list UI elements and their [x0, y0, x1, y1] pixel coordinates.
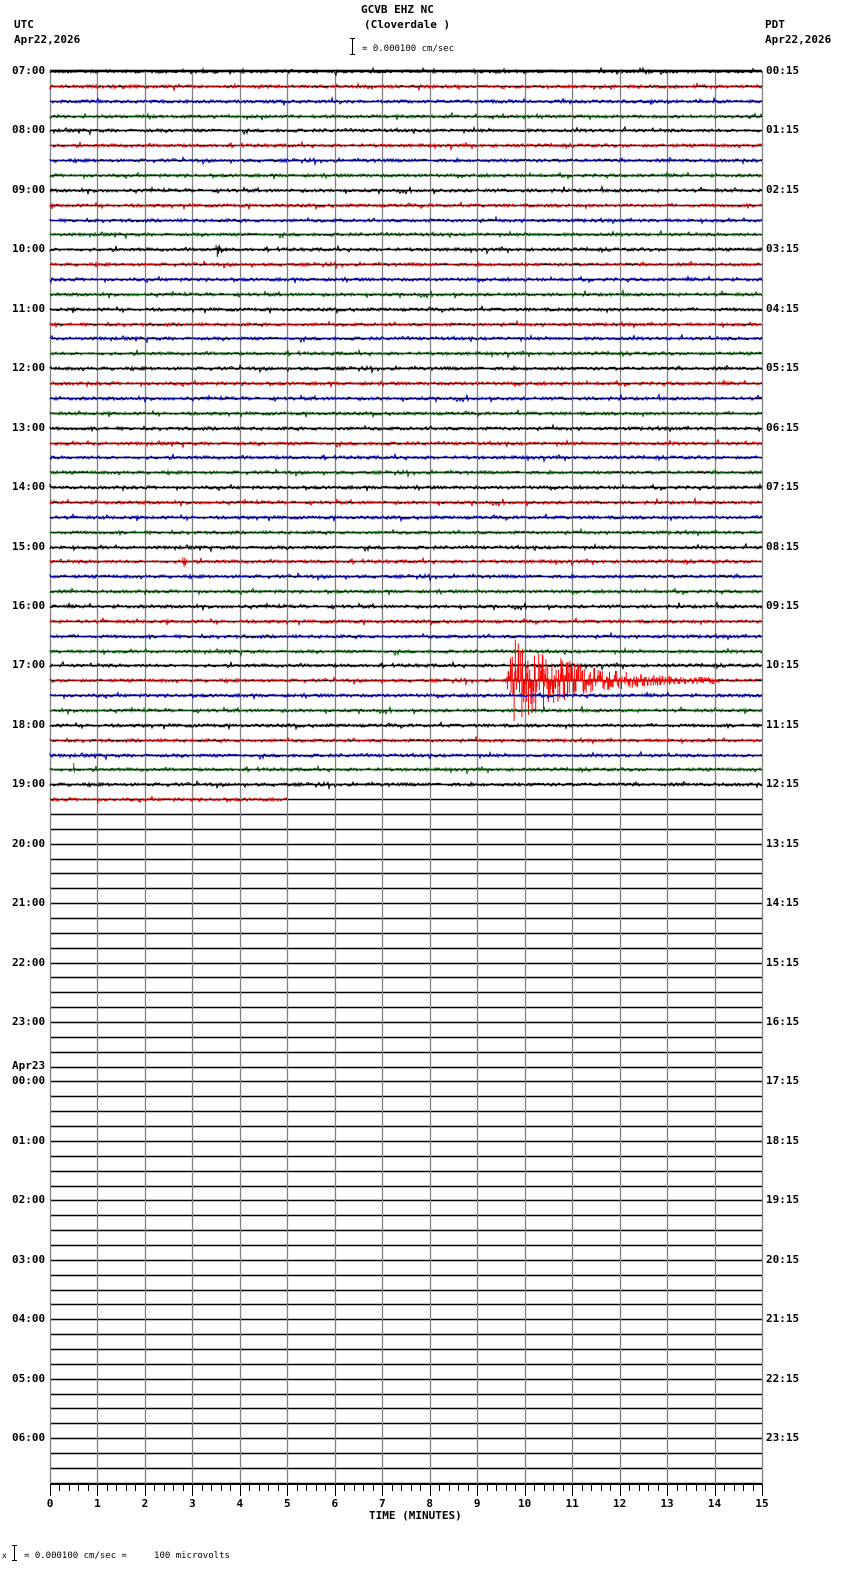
x-tick-label: 1: [94, 1497, 101, 1510]
left-time-label: 11:00: [12, 301, 46, 315]
left-time-label: 18:00: [12, 717, 46, 731]
x-tick-label: 8: [426, 1497, 434, 1510]
x-tick-label: 12: [612, 1497, 627, 1510]
right-time-label: 18:15: [766, 1133, 800, 1147]
right-time-label: 06:15: [766, 420, 800, 434]
right-time-label: 08:15: [766, 539, 800, 553]
right-time-label: 01:15: [766, 123, 800, 137]
left-time-label: 02:00: [12, 1193, 46, 1207]
left-time-label: 04:00: [12, 1312, 46, 1326]
left-time-label: 13:00: [12, 420, 46, 434]
left-time-label: 19:00: [12, 777, 46, 791]
station-location: (Cloverdale ): [364, 18, 451, 31]
left-date-label: Apr23: [12, 1059, 46, 1073]
left-time-label: 16:00: [12, 598, 46, 612]
x-tick-label: 14: [707, 1497, 722, 1510]
x-tick-label: 9: [473, 1497, 481, 1510]
x-axis-label: TIME (MINUTES): [369, 1509, 462, 1522]
right-time-label: 22:15: [766, 1371, 800, 1385]
x-tick-label: 5: [284, 1497, 291, 1510]
scale-text: = 0.000100 cm/sec: [362, 44, 455, 54]
left-time-label: 03:00: [12, 1252, 46, 1266]
right-time-label: 23:15: [766, 1431, 800, 1445]
right-time-label: 05:15: [766, 361, 800, 375]
left-time-label: 08:00: [12, 123, 46, 137]
footer-prefix: x: [2, 1551, 7, 1560]
right-time-label: 19:15: [766, 1193, 800, 1207]
left-time-label: 00:00: [12, 1074, 46, 1088]
footer-scale-bar-icon: [12, 1545, 17, 1561]
left-time-label: 17:00: [12, 658, 46, 672]
scale-bar-icon: [350, 38, 355, 55]
left-time-label: 10:00: [12, 242, 46, 256]
left-time-label: 22:00: [12, 955, 46, 969]
x-tick-label: 11: [565, 1497, 579, 1510]
left-time-label: 21:00: [12, 896, 46, 910]
right-time-label: 16:15: [766, 1015, 800, 1029]
right-time-label: 15:15: [766, 955, 800, 969]
right-time-label: 11:15: [766, 717, 800, 731]
x-tick-label: 6: [331, 1497, 339, 1510]
right-time-label: 10:15: [766, 658, 800, 672]
left-time-label: 23:00: [12, 1015, 46, 1029]
left-time-label: 05:00: [12, 1371, 46, 1385]
left-time-label: 09:00: [12, 182, 46, 196]
x-tick-label: 15: [755, 1497, 769, 1510]
right-time-label: 00:15: [766, 64, 800, 77]
left-time-label: 14:00: [12, 480, 46, 494]
x-tick-label: 10: [518, 1497, 532, 1510]
right-time-label: 03:15: [766, 242, 800, 256]
left-time-label: 06:00: [12, 1431, 46, 1445]
x-tick-label: 7: [378, 1497, 386, 1510]
x-tick-label: 13: [660, 1497, 674, 1510]
left-date: Apr22,2026: [14, 33, 81, 46]
left-time-label: 01:00: [12, 1133, 46, 1147]
right-time-label: 04:15: [766, 301, 800, 315]
right-time-label: 07:15: [766, 480, 800, 494]
left-time-label: 12:00: [12, 361, 46, 375]
right-time-label: 17:15: [766, 1074, 800, 1088]
x-tick-label: 4: [236, 1497, 244, 1510]
right-time-label: 20:15: [766, 1252, 800, 1266]
left-time-label: 07:00: [12, 64, 46, 77]
footer-scale-note: = 0.000100 cm/sec = 100 microvolts: [24, 1551, 230, 1561]
right-time-label: 02:15: [766, 182, 800, 196]
left-timezone: UTC: [14, 18, 34, 31]
x-tick-label: 3: [189, 1497, 196, 1510]
right-date: Apr22,2026: [765, 33, 832, 46]
right-time-label: 13:15: [766, 836, 800, 850]
x-tick-label: 0: [46, 1497, 54, 1510]
right-time-label: 21:15: [766, 1312, 800, 1326]
right-timezone: PDT: [765, 18, 785, 31]
x-tick-label: 2: [141, 1497, 149, 1510]
left-time-label: 15:00: [12, 539, 46, 553]
right-time-label: 12:15: [766, 777, 800, 791]
left-time-label: 20:00: [12, 836, 46, 850]
right-time-label: 14:15: [766, 896, 800, 910]
right-time-label: 09:15: [766, 598, 800, 612]
station-title: GCVB EHZ NC: [361, 3, 434, 16]
